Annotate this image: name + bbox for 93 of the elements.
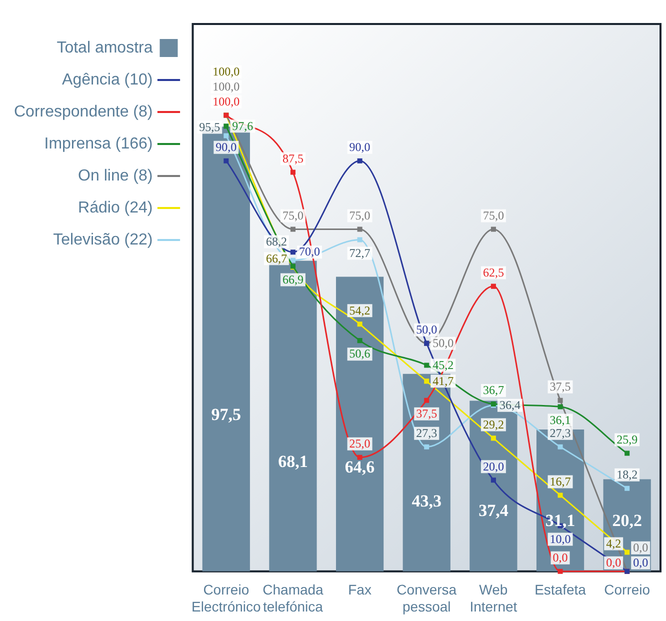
x-tick-label: Web Internet — [470, 582, 518, 614]
data-label: 41,7 — [432, 374, 454, 388]
point — [624, 486, 630, 491]
point — [290, 258, 296, 263]
data-label: 62,5 — [482, 265, 504, 280]
data-label: 20,2 — [612, 510, 642, 530]
point — [357, 158, 362, 164]
data-label: 20,0 — [482, 459, 504, 474]
data-label: 68,2 — [266, 234, 287, 248]
data-label: 36,1 — [550, 412, 571, 427]
data-label: 90,0 — [216, 140, 237, 154]
x-tick-label: Chamada telefónica — [262, 582, 324, 614]
point — [290, 250, 296, 255]
legend-label: Televisão (22) — [53, 231, 153, 248]
point — [490, 284, 496, 289]
data-label: 29,2 — [482, 417, 504, 432]
point — [357, 338, 362, 344]
data-label: 4,2 — [606, 536, 622, 550]
data-label: 36,7 — [482, 383, 504, 398]
x-tick-label: Estafeta — [534, 582, 586, 598]
data-label: 100,0 — [212, 64, 240, 78]
data-label: 27,3 — [550, 426, 571, 440]
legend-label: Total amostra — [56, 39, 153, 56]
data-label: 37,5 — [550, 379, 571, 394]
point — [290, 170, 296, 175]
data-label: 36,4 — [499, 398, 520, 412]
legend-label: Agência (10) — [62, 71, 153, 88]
x-tick-label: Fax — [348, 582, 372, 598]
point — [424, 398, 430, 403]
data-label: 0,0 — [606, 556, 622, 570]
legend-label: Correspondente (8) — [14, 103, 153, 120]
point — [224, 124, 229, 129]
point — [558, 444, 563, 450]
point — [424, 444, 430, 450]
data-label: 50,0 — [432, 336, 454, 350]
data-label: 31,1 — [545, 510, 576, 530]
data-label: 45,2 — [432, 358, 454, 372]
point — [624, 550, 630, 555]
data-label: 50,0 — [416, 322, 438, 336]
data-label: 75,0 — [482, 208, 504, 222]
point — [558, 404, 563, 410]
point — [490, 436, 496, 441]
point — [490, 478, 496, 483]
legend-label: Rádio (24) — [78, 199, 153, 216]
data-label: 75,0 — [282, 208, 304, 222]
point — [558, 492, 563, 498]
data-label: 0,0 — [552, 550, 568, 565]
point — [357, 226, 362, 232]
data-label: 66,7 — [266, 251, 287, 266]
point — [558, 568, 563, 574]
point — [424, 362, 430, 368]
data-label: 16,7 — [550, 474, 571, 488]
data-label: 0,0 — [633, 540, 648, 555]
point — [490, 226, 496, 232]
x-tick-label: Correio Electrónico — [192, 582, 261, 614]
bar — [336, 276, 384, 572]
data-label: 97,6 — [232, 118, 254, 133]
data-label: 87,5 — [282, 151, 304, 166]
point — [290, 226, 296, 232]
data-label: 70,0 — [298, 244, 320, 259]
point — [357, 454, 362, 460]
data-label: 18,2 — [616, 468, 638, 482]
point — [558, 398, 563, 403]
data-label: 97,5 — [211, 405, 242, 424]
data-label: 43,3 — [412, 492, 442, 511]
data-label: 25,0 — [349, 436, 370, 451]
data-label: 0,0 — [633, 556, 648, 570]
data-label: 54,2 — [349, 303, 370, 318]
data-label: 64,6 — [344, 458, 375, 477]
data-label: 90,0 — [349, 140, 370, 154]
data-label: 68,1 — [278, 452, 308, 472]
x-tick-label: Conversa pessoal — [396, 582, 457, 614]
data-label: 27,3 — [416, 426, 438, 440]
point — [224, 133, 229, 138]
data-label: 50,6 — [349, 346, 370, 361]
data-label: 10,0 — [550, 532, 571, 546]
data-label: 37,5 — [416, 406, 438, 420]
point — [624, 450, 630, 456]
data-label: 100,0 — [212, 79, 240, 94]
point — [224, 158, 229, 164]
point — [357, 322, 362, 327]
x-tick-label: Correio — [604, 582, 650, 598]
point — [357, 237, 362, 242]
legend-label: Imprensa (166) — [44, 135, 153, 152]
data-label: 100,0 — [212, 94, 240, 108]
data-label: 37,4 — [478, 501, 509, 520]
point — [424, 378, 430, 384]
data-label: 72,7 — [349, 246, 370, 260]
data-label: 75,0 — [349, 208, 370, 222]
data-label: 66,9 — [282, 272, 304, 286]
data-label: 95,5 — [199, 120, 220, 134]
legend-label: On line (8) — [78, 167, 153, 184]
data-label: 25,9 — [616, 432, 638, 446]
